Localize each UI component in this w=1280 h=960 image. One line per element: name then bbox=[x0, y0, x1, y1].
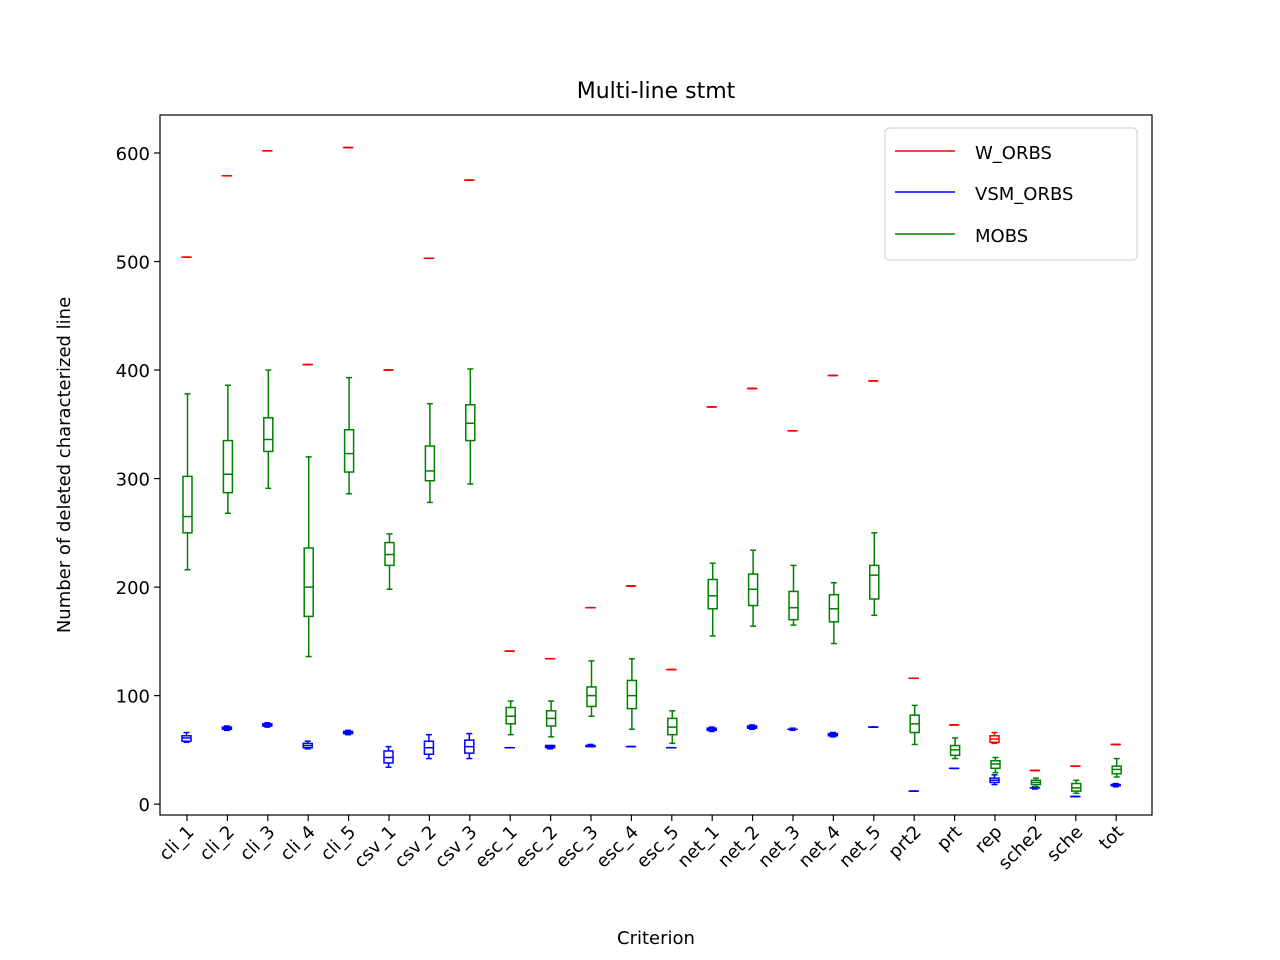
box-vsm-orbs-cli_3 bbox=[262, 722, 273, 728]
box-mobs-prt bbox=[949, 737, 961, 760]
y-tick-label-600: 600 bbox=[116, 144, 150, 165]
box-vsm-orbs-esc_3 bbox=[585, 743, 596, 748]
y-tick-label-100: 100 bbox=[116, 687, 150, 708]
box-mobs-rep bbox=[990, 756, 1001, 774]
box-iqr bbox=[303, 547, 314, 618]
box-mobs-cli_2 bbox=[222, 384, 234, 515]
box-mobs-esc_4 bbox=[626, 657, 638, 731]
box-vsm-orbs-net_2 bbox=[746, 724, 758, 731]
box-mobs-sche2 bbox=[1030, 777, 1042, 788]
box-vsm-orbs-net_1 bbox=[706, 726, 717, 733]
box-iqr bbox=[222, 439, 234, 494]
box-mobs-net_2 bbox=[747, 549, 759, 627]
box-vsm-orbs-csv_1 bbox=[383, 745, 394, 768]
box-mobs-esc_3 bbox=[586, 660, 597, 717]
y-tick-label-0: 0 bbox=[139, 795, 150, 816]
box-iqr bbox=[182, 475, 193, 534]
box-mobs-cli_4 bbox=[303, 456, 314, 658]
legend-label-vsm-orbs: VSM_ORBS bbox=[975, 184, 1073, 205]
box-mobs-esc_5 bbox=[667, 710, 678, 745]
box-mobs-esc_1 bbox=[505, 700, 516, 736]
y-tick-label-200: 200 bbox=[116, 578, 150, 599]
box-iqr bbox=[343, 428, 355, 473]
box-vsm-orbs-rep bbox=[989, 774, 1000, 786]
box-mobs-prt2 bbox=[909, 704, 920, 746]
box-iqr bbox=[788, 590, 799, 621]
y-tick-label-400: 400 bbox=[116, 361, 150, 382]
box-mobs-cli_5 bbox=[343, 376, 355, 495]
y-tick-label-500: 500 bbox=[116, 253, 150, 274]
box-w-orbs-rep bbox=[989, 731, 1000, 745]
box-vsm-orbs-cli_4 bbox=[302, 740, 313, 750]
box-mobs-net_3 bbox=[788, 564, 799, 626]
plot-layer bbox=[181, 146, 1122, 798]
box-mobs-net_4 bbox=[828, 582, 840, 645]
box-mobs-csv_2 bbox=[424, 402, 436, 504]
box-mobs-sche bbox=[1071, 779, 1082, 795]
box-vsm-orbs-net_3 bbox=[787, 727, 798, 732]
box-iqr bbox=[586, 686, 597, 708]
box-mobs-csv_1 bbox=[384, 533, 395, 591]
box-vsm-orbs-cli_2 bbox=[221, 725, 233, 732]
x-axis-label: Criterion bbox=[617, 928, 695, 949]
box-iqr bbox=[424, 445, 436, 482]
box-vsm-orbs-tot bbox=[1110, 782, 1121, 788]
box-mobs-csv_3 bbox=[465, 368, 476, 485]
box-mobs-tot bbox=[1111, 757, 1122, 778]
box-iqr bbox=[707, 578, 718, 610]
box-iqr bbox=[263, 417, 274, 453]
y-tick-label-300: 300 bbox=[116, 470, 150, 491]
y-axis-label: Number of deleted characterized line bbox=[54, 297, 75, 633]
box-mobs-net_1 bbox=[707, 562, 718, 637]
box-mobs-cli_1 bbox=[182, 393, 193, 571]
box-mobs-esc_2 bbox=[545, 700, 557, 738]
box-iqr bbox=[626, 679, 638, 710]
box-mobs-cli_3 bbox=[263, 369, 274, 490]
legend-label-w-orbs: W_ORBS bbox=[975, 143, 1052, 164]
box-iqr bbox=[869, 564, 880, 600]
box-vsm-orbs-cli_5 bbox=[342, 729, 354, 736]
chart-title: Multi-line stmt bbox=[577, 79, 736, 104]
box-vsm-orbs-csv_2 bbox=[423, 733, 435, 760]
box-mobs-net_5 bbox=[869, 532, 880, 617]
legend: W_ORBS VSM_ORBS MOBS bbox=[884, 127, 1138, 261]
legend-label-mobs: MOBS bbox=[975, 226, 1028, 247]
box-vsm-orbs-net_4 bbox=[827, 731, 839, 738]
box-vsm-orbs-cli_1 bbox=[181, 731, 192, 744]
plot-frame bbox=[159, 114, 1153, 816]
legend-frame bbox=[884, 127, 1138, 261]
box-vsm-orbs-esc_2 bbox=[544, 744, 556, 750]
box-vsm-orbs-csv_3 bbox=[464, 732, 475, 760]
